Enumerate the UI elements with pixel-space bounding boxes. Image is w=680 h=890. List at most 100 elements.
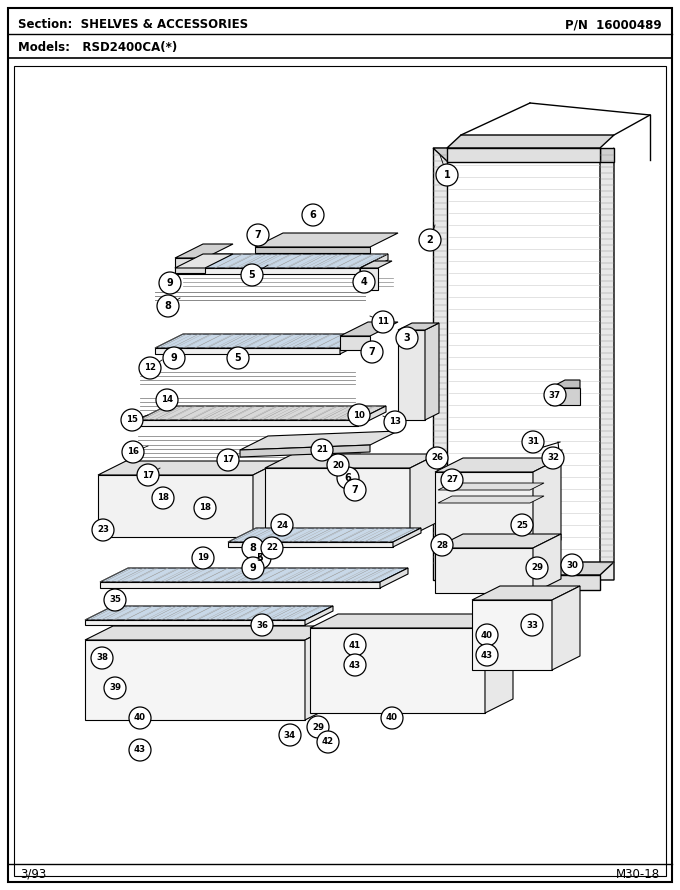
Polygon shape	[138, 406, 386, 420]
Circle shape	[307, 716, 329, 738]
Circle shape	[104, 589, 126, 611]
Text: 9: 9	[167, 278, 173, 288]
Text: 7: 7	[369, 347, 375, 357]
Text: 37: 37	[549, 391, 561, 400]
Polygon shape	[98, 461, 281, 475]
Circle shape	[242, 557, 264, 579]
Text: 22: 22	[266, 544, 278, 553]
Polygon shape	[433, 148, 447, 580]
Circle shape	[542, 447, 564, 469]
Polygon shape	[472, 600, 552, 670]
Text: 43: 43	[349, 660, 361, 669]
Circle shape	[522, 431, 544, 453]
Circle shape	[163, 347, 185, 369]
Circle shape	[327, 454, 349, 476]
Text: 25: 25	[516, 521, 528, 530]
Circle shape	[192, 547, 214, 569]
Text: 42: 42	[322, 738, 334, 747]
Polygon shape	[305, 606, 333, 625]
Circle shape	[241, 264, 263, 286]
Polygon shape	[435, 548, 533, 593]
Polygon shape	[265, 454, 438, 468]
Circle shape	[526, 557, 548, 579]
Polygon shape	[155, 334, 368, 348]
Text: 3/93: 3/93	[20, 868, 46, 880]
Text: 16: 16	[127, 448, 139, 457]
Circle shape	[121, 409, 143, 431]
Polygon shape	[360, 254, 388, 274]
Circle shape	[242, 537, 264, 559]
Circle shape	[476, 624, 498, 646]
Circle shape	[104, 677, 126, 699]
Text: 29: 29	[531, 563, 543, 572]
Text: 43: 43	[134, 746, 146, 755]
Polygon shape	[552, 586, 580, 670]
Text: 21: 21	[316, 446, 328, 455]
Text: 32: 32	[547, 454, 559, 463]
Polygon shape	[305, 626, 333, 720]
Circle shape	[251, 614, 273, 636]
Circle shape	[344, 654, 366, 676]
Polygon shape	[175, 258, 205, 273]
Text: 9: 9	[171, 353, 177, 363]
Text: 11: 11	[377, 318, 389, 327]
Circle shape	[317, 731, 339, 753]
Polygon shape	[550, 380, 580, 388]
Polygon shape	[228, 528, 421, 542]
Text: 8: 8	[165, 301, 171, 311]
Text: 3: 3	[404, 333, 410, 343]
Polygon shape	[533, 534, 561, 593]
Polygon shape	[398, 330, 425, 420]
Text: Section:  SHELVES & ACCESSORIES: Section: SHELVES & ACCESSORIES	[18, 19, 248, 31]
Polygon shape	[425, 323, 439, 420]
Polygon shape	[447, 135, 614, 148]
Circle shape	[129, 739, 151, 761]
Polygon shape	[85, 620, 305, 625]
Text: 10: 10	[353, 410, 365, 419]
Polygon shape	[600, 148, 614, 580]
Text: 2: 2	[426, 235, 433, 245]
Circle shape	[302, 204, 324, 226]
Text: 31: 31	[527, 438, 539, 447]
Polygon shape	[393, 528, 421, 547]
Polygon shape	[398, 323, 439, 330]
Text: 40: 40	[134, 714, 146, 723]
Text: 30: 30	[566, 561, 578, 570]
Polygon shape	[310, 614, 513, 628]
Polygon shape	[380, 568, 408, 588]
Circle shape	[521, 614, 543, 636]
Polygon shape	[433, 148, 462, 162]
Polygon shape	[255, 247, 370, 253]
Text: 40: 40	[386, 714, 398, 723]
Text: 18: 18	[157, 493, 169, 503]
Polygon shape	[485, 614, 513, 713]
Text: 40: 40	[481, 630, 493, 640]
Circle shape	[129, 707, 151, 729]
Circle shape	[157, 295, 179, 317]
Polygon shape	[175, 254, 388, 268]
Text: 17: 17	[222, 456, 234, 465]
Polygon shape	[253, 461, 281, 537]
Polygon shape	[435, 458, 561, 472]
Polygon shape	[447, 575, 600, 590]
Text: 19: 19	[197, 554, 209, 562]
Polygon shape	[447, 562, 614, 575]
Text: 27: 27	[446, 475, 458, 484]
Text: 14: 14	[161, 395, 173, 404]
Text: 5: 5	[249, 270, 256, 280]
Polygon shape	[410, 454, 438, 536]
Circle shape	[311, 439, 333, 461]
Polygon shape	[228, 542, 393, 547]
Circle shape	[348, 404, 370, 426]
Circle shape	[419, 229, 441, 251]
Circle shape	[396, 327, 418, 349]
Circle shape	[92, 519, 114, 541]
Circle shape	[372, 311, 394, 333]
Circle shape	[544, 384, 566, 406]
Text: 7: 7	[254, 230, 261, 240]
Circle shape	[436, 164, 458, 186]
Circle shape	[139, 357, 161, 379]
Polygon shape	[472, 586, 580, 600]
Circle shape	[91, 647, 113, 669]
Text: 15: 15	[126, 416, 138, 425]
